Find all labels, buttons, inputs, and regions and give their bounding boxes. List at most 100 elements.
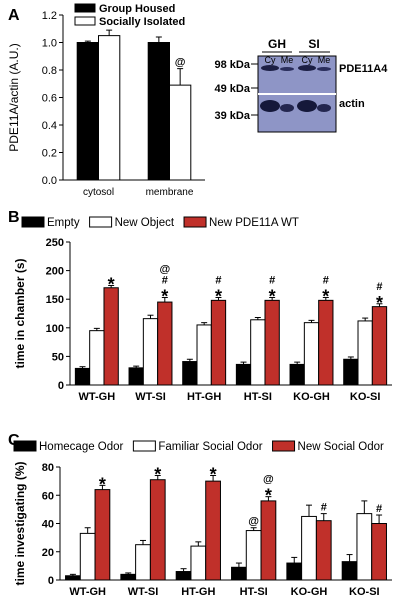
bar xyxy=(182,361,198,386)
x-tick-label: KO-GH xyxy=(293,391,330,403)
legend-swatch xyxy=(74,3,96,13)
x-tick-label: KO-GH xyxy=(291,586,328,598)
x-tick-label: HT-GH xyxy=(181,586,215,598)
y-tick-label: 1.0 xyxy=(42,38,57,50)
x-tick-label: HT-SI xyxy=(240,586,268,598)
y-tick-label: 0.8 xyxy=(42,65,57,77)
legend-swatch xyxy=(74,16,96,26)
bar xyxy=(318,299,334,386)
bar xyxy=(157,301,173,386)
bar xyxy=(175,571,192,581)
significance-mark: # xyxy=(269,274,275,286)
significance-mark: * xyxy=(265,486,272,506)
y-tick-label: 1.2 xyxy=(42,10,57,22)
significance-mark: * xyxy=(154,464,161,484)
bar xyxy=(128,367,144,386)
legend-swatch xyxy=(183,216,207,228)
bar xyxy=(250,319,266,386)
y-tick-label: 150 xyxy=(46,294,64,306)
significance-mark: # xyxy=(323,274,329,286)
band xyxy=(297,100,317,112)
x-tick-label: WT-SI xyxy=(128,586,159,598)
x-tick-label: HT-GH xyxy=(187,391,221,403)
bar xyxy=(79,532,96,581)
bar xyxy=(301,515,317,581)
legend-label: New PDE11A WT xyxy=(209,217,299,229)
bar xyxy=(357,320,373,386)
significance-mark: * xyxy=(99,474,106,494)
significance-mark: @ xyxy=(248,516,259,528)
legend-swatch xyxy=(21,216,45,228)
band xyxy=(260,100,280,112)
bar xyxy=(120,573,137,581)
y-tick-label: 100 xyxy=(46,323,64,335)
bar xyxy=(103,287,119,386)
x-tick-label: KO-SI xyxy=(349,586,380,598)
x-tick-label: HT-SI xyxy=(244,391,272,403)
y-tick-label: 50 xyxy=(52,351,64,363)
significance-mark: # xyxy=(215,274,221,286)
y-tick-label: 250 xyxy=(46,237,64,249)
bar xyxy=(147,42,170,181)
bar xyxy=(98,35,121,181)
band xyxy=(261,65,279,71)
y-tick-label: 20 xyxy=(42,547,54,559)
significance-mark: * xyxy=(269,286,276,306)
marker-label: 49 kDa xyxy=(215,83,251,95)
significance-mark: * xyxy=(322,286,329,306)
blot-group: GH xyxy=(268,37,286,51)
bar xyxy=(371,306,388,386)
bar xyxy=(94,489,111,581)
band-label: actin xyxy=(339,98,365,110)
y-tick-label: 80 xyxy=(42,462,54,474)
y-tick-label: 40 xyxy=(42,519,54,531)
legend-label: Empty xyxy=(47,217,80,229)
band xyxy=(317,67,331,71)
bar xyxy=(231,566,247,581)
bar xyxy=(135,544,151,581)
significance-mark: # xyxy=(321,502,327,514)
x-tick-label: cytosol xyxy=(83,187,114,198)
legend-label: Familiar Social Odor xyxy=(158,441,262,453)
bar xyxy=(65,575,81,581)
x-tick-label: KO-SI xyxy=(350,391,381,403)
y-tick-label: 0 xyxy=(48,575,54,587)
y-tick-label: 0.4 xyxy=(42,120,57,132)
significance-mark: # xyxy=(376,281,382,293)
bar xyxy=(260,500,277,581)
significance-mark: @ xyxy=(175,57,186,69)
bar xyxy=(371,523,387,581)
y-tick-label: 0.2 xyxy=(42,148,57,160)
legend-label: Group Housed xyxy=(99,3,175,15)
y-tick-label: 200 xyxy=(46,266,64,278)
significance-mark: @ xyxy=(159,263,170,275)
panel-letter: B xyxy=(8,209,20,226)
y-tick-label: 0 xyxy=(58,380,64,392)
x-tick-label: WT-SI xyxy=(135,391,166,403)
significance-mark: # xyxy=(376,503,382,515)
bar xyxy=(149,479,166,581)
y-axis-label: time in chamber (s) xyxy=(13,258,27,368)
bar xyxy=(169,84,192,181)
y-axis-label: time investigating (%) xyxy=(13,461,27,585)
bar xyxy=(74,367,91,386)
significance-mark: * xyxy=(376,293,383,313)
bar xyxy=(190,545,207,581)
band xyxy=(298,65,316,71)
bar xyxy=(286,562,303,581)
bar xyxy=(315,520,332,581)
marker-label: 98 kDa xyxy=(215,59,251,71)
western-blot: GH SI Cy Me Cy Me 98 kDa 49 kDa 39 kDa P… xyxy=(215,37,388,133)
bar xyxy=(343,358,359,386)
bar xyxy=(356,513,373,581)
bar xyxy=(264,299,280,386)
legend-swatch xyxy=(272,440,296,452)
significance-mark: * xyxy=(215,286,222,306)
band-label: PDE11A4 xyxy=(339,63,388,75)
band xyxy=(280,104,294,112)
significance-mark: @ xyxy=(263,474,274,486)
x-tick-label: WT-GH xyxy=(69,586,106,598)
legend-swatch xyxy=(89,216,113,228)
bar xyxy=(142,318,159,386)
